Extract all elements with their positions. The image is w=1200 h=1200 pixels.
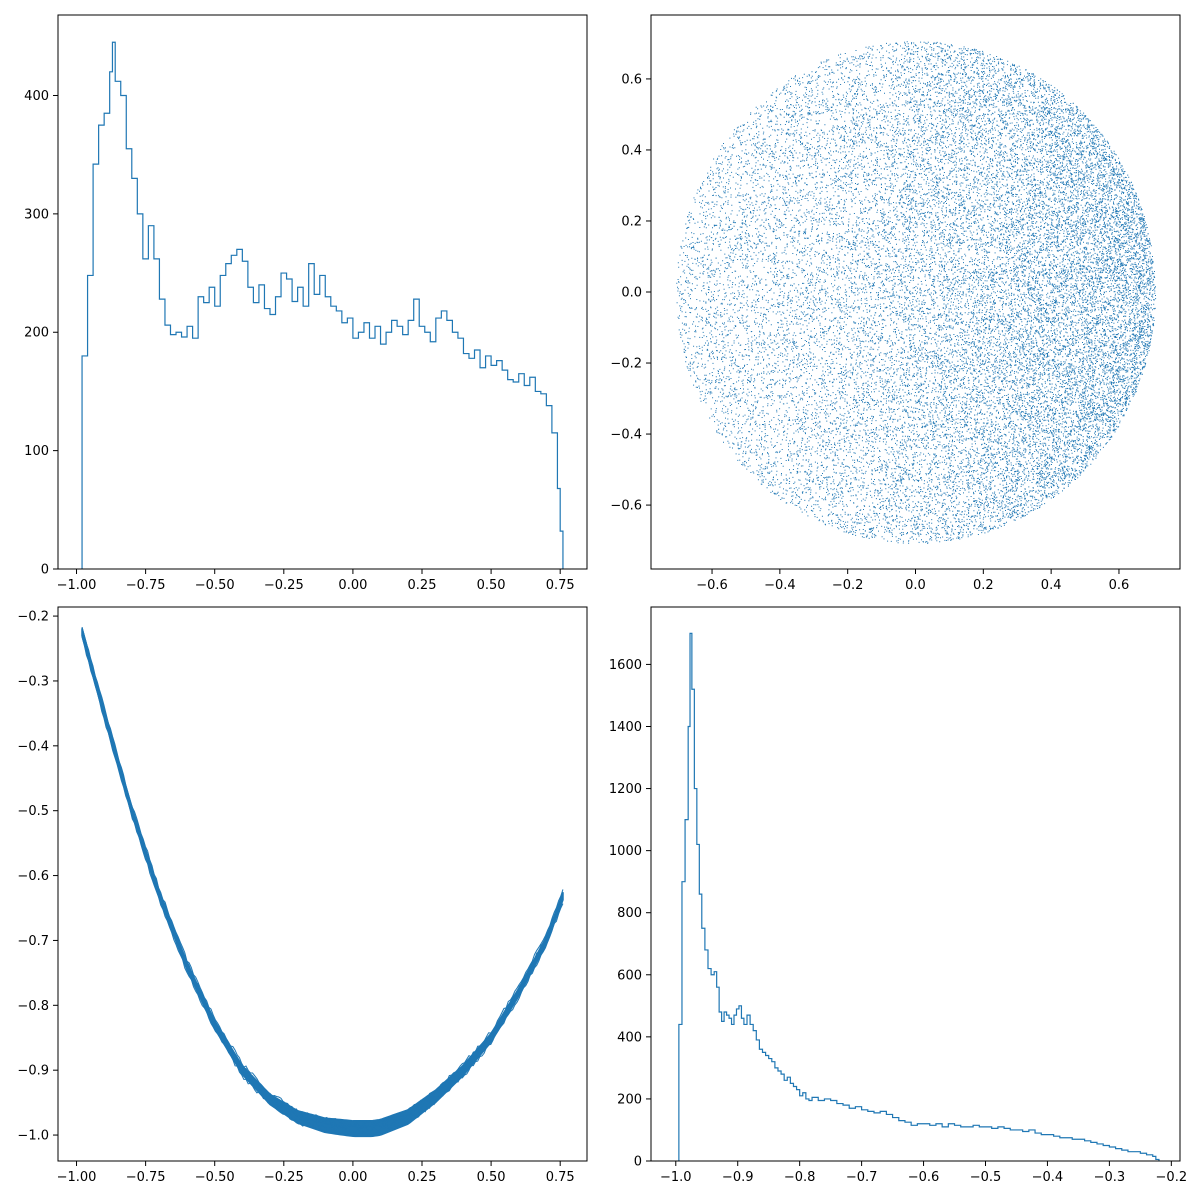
x-tick-label: 0.75 (546, 578, 575, 593)
y-tick-label: −0.2 (17, 610, 49, 625)
y-tick-label: 1200 (609, 782, 642, 797)
x-tick-label: −0.75 (126, 578, 166, 593)
scatter-points (676, 41, 1157, 544)
axes-frame (650, 606, 1181, 1162)
x-tick-label: 0.2 (973, 578, 994, 593)
x-tick-label: 0.25 (408, 578, 437, 593)
x-tick-label: 0.0 (905, 578, 926, 593)
x-tick-label: −0.3 (1094, 1170, 1126, 1185)
y-tick-label: −0.5 (17, 804, 49, 819)
x-tick-label: −0.6 (696, 578, 728, 593)
y-tick-label: 200 (617, 1092, 642, 1107)
x-tick-label: −0.6 (908, 1170, 940, 1185)
axes-frame (650, 14, 1181, 570)
axes-frame (57, 14, 588, 570)
y-tick-label: 0.2 (621, 214, 642, 229)
y-tick-label: −0.2 (610, 357, 642, 372)
x-tick-label: 0.4 (1041, 578, 1062, 593)
y-tick-label: −1.0 (17, 1129, 49, 1144)
y-tick-label: −0.4 (17, 739, 49, 754)
y-tick-label: 200 (24, 326, 49, 341)
histogram-top-left: −1.00 −0.75 −0.50 −0.25 0.00 0.25 0.50 0.75 0 100… (24, 14, 588, 593)
y-tick-label: 0.0 (621, 286, 642, 301)
y-tick-label: 1600 (609, 658, 642, 673)
curve-line (81, 634, 564, 1133)
y-tick-label: −0.3 (17, 674, 49, 689)
x-tick-label: −0.25 (264, 578, 304, 593)
y-tick-label: −0.7 (17, 934, 49, 949)
x-tick-label: 0.50 (477, 578, 506, 593)
histogram-bottom-right: −1.0 −0.9 −0.8 −0.7 −0.6 −0.5 −0.4 −0.3 −0.2 0 200… (609, 606, 1188, 1185)
x-tick-label: −0.2 (832, 578, 864, 593)
y-tick-label: 0.6 (621, 72, 642, 87)
y-tick-label: 1400 (609, 720, 642, 735)
y-tick-label: 400 (617, 1030, 642, 1045)
x-tick-label: 0.6 (1109, 578, 1130, 593)
x-tick-label: −1.00 (57, 578, 97, 593)
x-tick-label: −1.00 (57, 1170, 97, 1185)
x-tick-label: 0.75 (546, 1170, 575, 1185)
y-tick-label: 1000 (609, 844, 642, 859)
x-tick-label: −0.2 (1156, 1170, 1188, 1185)
y-tick-label: −0.8 (17, 999, 49, 1014)
x-tick-label: −0.7 (846, 1170, 878, 1185)
y-tick-label: 0 (41, 563, 49, 578)
x-tick-label: 0.25 (408, 1170, 437, 1185)
x-tick-label: −0.75 (126, 1170, 166, 1185)
y-tick-label: 800 (617, 906, 642, 921)
curve-line (81, 636, 564, 1137)
x-tick-label: −0.4 (764, 578, 796, 593)
x-tick-label: 0.00 (338, 1170, 367, 1185)
histogram-step-outline (81, 41, 564, 569)
y-tick-label: 0.4 (621, 143, 642, 158)
x-tick-label: −1.0 (660, 1170, 692, 1185)
x-tick-label: −0.9 (722, 1170, 754, 1185)
y-tick-label: 100 (24, 444, 49, 459)
y-tick-label: −0.4 (610, 428, 642, 443)
x-tick-label: −0.4 (1032, 1170, 1064, 1185)
y-tick-label: 0 (634, 1155, 642, 1170)
y-tick-label: 300 (24, 207, 49, 222)
x-tick-label: −0.5 (970, 1170, 1002, 1185)
x-tick-label: −0.25 (264, 1170, 304, 1185)
curve-line (81, 628, 564, 1130)
line-band-bottom-left: −1.00 −0.75 −0.50 −0.25 0.00 0.25 0.50 0.75 −1.0… (17, 606, 588, 1185)
y-tick-label: −0.6 (17, 869, 49, 884)
scatter-top-right: −0.6 −0.4 −0.2 0.0 0.2 0.4 0.6 −0.6 −0.4 −0.2 0.0 0… (610, 14, 1181, 593)
y-tick-label: −0.9 (17, 1064, 49, 1079)
x-tick-label: 0.50 (477, 1170, 506, 1185)
x-tick-label: −0.50 (195, 578, 235, 593)
x-tick-label: 0.00 (338, 578, 367, 593)
y-tick-label: 600 (617, 968, 642, 983)
histogram-step-outline (678, 632, 1160, 1161)
y-tick-label: 400 (24, 89, 49, 104)
axes-frame (57, 606, 588, 1162)
x-tick-label: −0.50 (195, 1170, 235, 1185)
x-tick-label: −0.8 (784, 1170, 816, 1185)
y-tick-label: −0.6 (610, 499, 642, 514)
